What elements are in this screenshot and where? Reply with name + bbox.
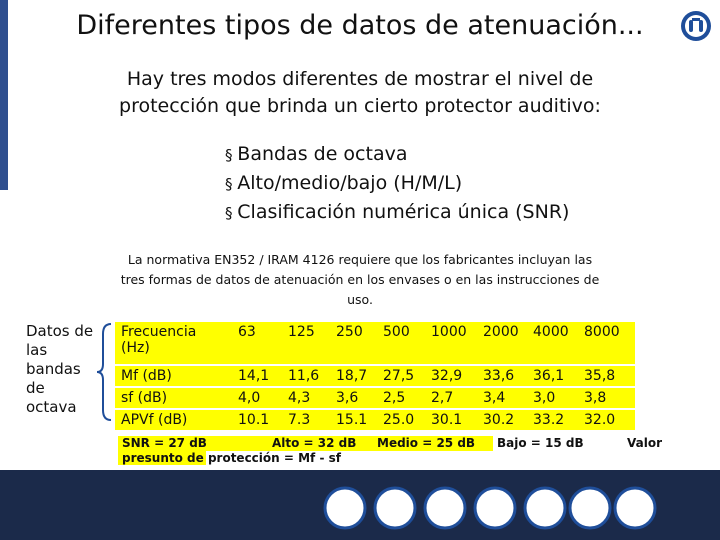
table-cell: 125: [282, 322, 330, 366]
alto: Alto = 32 dB: [272, 436, 357, 450]
bajo: Bajo = 15 dB: [497, 436, 584, 450]
table-cell: 32.0: [578, 409, 635, 432]
table-cell: 4000: [527, 322, 578, 366]
table-cell: 2000: [477, 322, 527, 366]
table-cell: 18,7: [330, 365, 377, 388]
intro: Hay tres modos diferentes de mostrar el …: [119, 68, 601, 117]
table-row: sf (dB) 4,0 4,3 3,6 2,5 2,7 3,4 3,0 3,8: [115, 387, 635, 410]
table-cell: 3,6: [330, 387, 377, 410]
table-cell: 30.1: [425, 409, 477, 432]
table-cell: APVf (dB): [115, 409, 232, 432]
title: Diferentes tipos de datos de atenuación.…: [76, 10, 644, 41]
table-cell: 3,0: [527, 387, 578, 410]
table-cell: 2,5: [377, 387, 425, 410]
table-row: APVf (dB) 10.1 7.3 15.1 25.0 30.1 30.2 33.2 32.0: [115, 409, 635, 432]
table-cell: 11,6: [282, 365, 330, 388]
table-cell: 8000: [578, 322, 635, 366]
footer-bar: [0, 470, 720, 540]
table-cell: 63: [232, 322, 282, 366]
bullet: Clasificación numérica única (SNR): [225, 198, 569, 227]
table-cell: 3,8: [578, 387, 635, 410]
table-cell: 36,1: [527, 365, 578, 388]
table-cell: sf (dB): [115, 387, 232, 410]
table-cell: 30.2: [477, 409, 527, 432]
highlight: [118, 436, 493, 451]
bullet-list: Bandas de octavaAlto/medio/bajo (H/M/L)C…: [225, 140, 569, 227]
table-cell: Frecuencia (Hz): [115, 322, 232, 366]
snr: SNR = 27 dB: [122, 436, 207, 450]
medio: Medio = 25 dB: [377, 436, 476, 450]
table-cell: 250: [330, 322, 377, 366]
table-cell: Mf (dB): [115, 365, 232, 388]
table-row: Mf (dB) 14,1 11,6 18,7 27,5 32,9 33,6 36,1 35,8: [115, 365, 635, 388]
table-cell: 14,1: [232, 365, 282, 388]
table-cell: 15.1: [330, 409, 377, 432]
side-label: Datos de las bandas de octava: [26, 322, 94, 416]
table-cell: 4,3: [282, 387, 330, 410]
table-cell: 1000: [425, 322, 477, 366]
table-cell: 3,4: [477, 387, 527, 410]
table-row: Frecuencia (Hz) 63 125 250 500 1000 2000 4000 80…: [115, 322, 635, 366]
table-cell: 35,8: [578, 365, 635, 388]
table-cell: 7.3: [282, 409, 330, 432]
presunto: presunto de protección = Mf - sf: [122, 451, 341, 465]
bullet: Alto/medio/bajo (H/M/L): [225, 169, 569, 198]
table-cell: 33.2: [527, 409, 578, 432]
table-cell: 32,9: [425, 365, 477, 388]
octave-table: Frecuencia (Hz) 63 125 250 500 1000 2000 4000 80…: [115, 322, 635, 432]
table-cell: 33,6: [477, 365, 527, 388]
accent-bar: [0, 0, 8, 190]
table-cell: 10.1: [232, 409, 282, 432]
valor: Valor: [627, 436, 663, 450]
table-cell: 2,7: [425, 387, 477, 410]
bullet: Bandas de octava: [225, 140, 569, 169]
table-cell: 500: [377, 322, 425, 366]
table-cell: 27,5: [377, 365, 425, 388]
note: La normativa EN352 / IRAM 4126 requiere …: [120, 252, 600, 307]
icon: [681, 11, 711, 41]
highlight: [118, 451, 206, 465]
brace: [96, 323, 112, 421]
table-cell: 4,0: [232, 387, 282, 410]
table-cell: 25.0: [377, 409, 425, 432]
